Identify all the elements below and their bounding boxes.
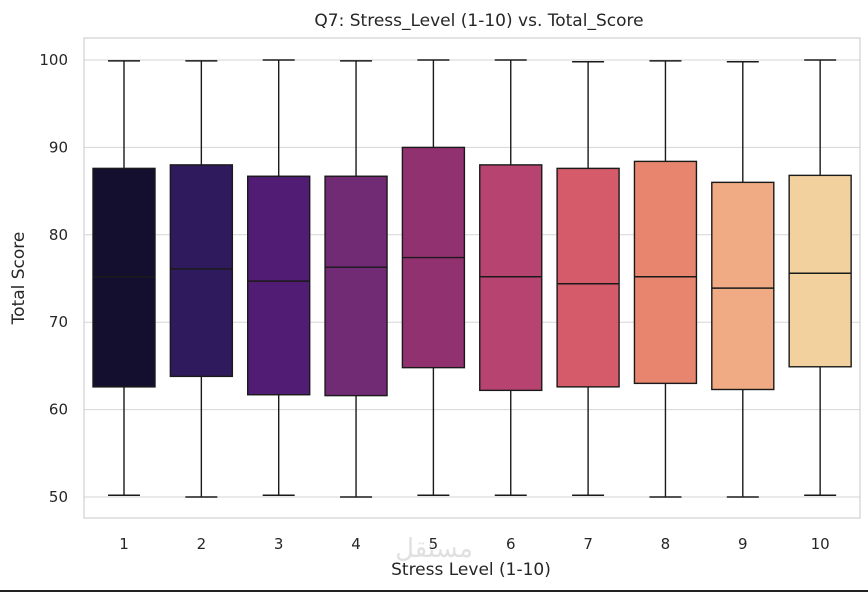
y-tick-label: 60 (49, 401, 68, 419)
iqr-box (711, 181, 775, 391)
box-9 (711, 61, 775, 498)
x-tick-label: 7 (583, 535, 593, 553)
x-tick-label: 3 (274, 535, 284, 553)
x-tick-label: 10 (811, 535, 830, 553)
iqr-box (324, 175, 388, 397)
x-tick-label: 2 (197, 535, 207, 553)
x-tick-label: 5 (429, 535, 439, 553)
box-2 (169, 60, 234, 498)
x-tick-label: 1 (119, 535, 129, 553)
iqr-box (169, 164, 234, 378)
y-tick-label: 70 (49, 313, 68, 331)
y-tick-label: 100 (39, 51, 68, 69)
y-tick-labels: 50 60 70 80 90 100 (39, 51, 68, 506)
x-tick-label: 4 (351, 535, 361, 553)
y-tick-label: 50 (49, 488, 68, 506)
plot-area-frame (83, 37, 861, 519)
x-tick-label: 8 (661, 535, 671, 553)
box-3 (246, 59, 311, 496)
iqr-box (788, 174, 852, 368)
bottom-border (0, 590, 868, 592)
watermark-logo: مستقل (395, 534, 473, 564)
y-tick-label: 80 (49, 226, 68, 244)
x-tick-label: 9 (738, 535, 748, 553)
x-axis-label: Stress Level (1-10) (391, 560, 551, 580)
iqr-box (633, 160, 698, 385)
iqr-box (556, 167, 620, 388)
x-tick-labels: 1 2 3 4 5 6 7 8 9 10 (119, 535, 829, 553)
y-axis-label: Total Score (9, 232, 29, 326)
box-7 (556, 61, 620, 496)
y-tick-label: 90 (49, 138, 68, 156)
iqr-box (479, 164, 543, 392)
box-1 (92, 60, 156, 496)
box-6 (479, 59, 543, 496)
box-5 (401, 59, 466, 496)
iqr-box (92, 167, 156, 388)
boxes-group (92, 59, 852, 498)
box-4 (324, 60, 388, 498)
box-10 (788, 59, 852, 496)
x-tick-label: 6 (506, 535, 516, 553)
iqr-box (246, 175, 311, 396)
chart-title: Q7: Stress_Level (1-10) vs. Total_Score (314, 11, 643, 31)
box-8 (633, 60, 698, 498)
